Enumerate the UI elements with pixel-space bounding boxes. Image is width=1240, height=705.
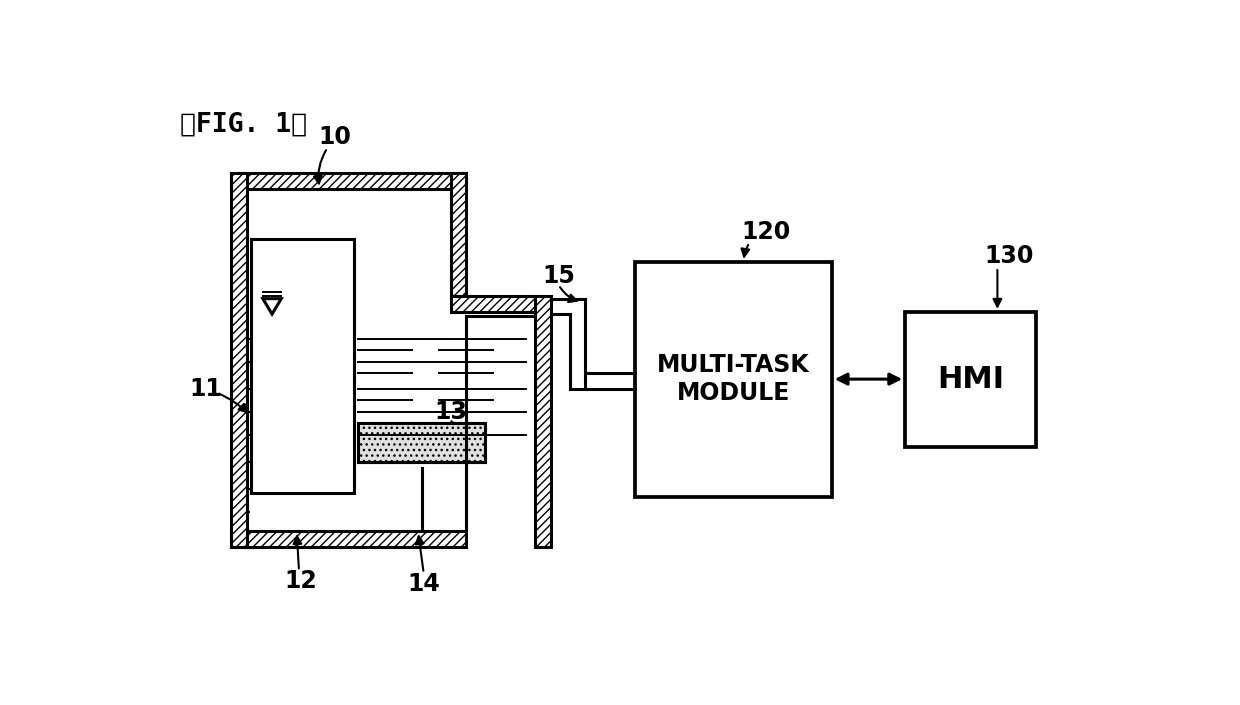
Text: HMI: HMI: [937, 364, 1004, 393]
Bar: [450, 173, 466, 296]
Text: 130: 130: [985, 243, 1034, 267]
Bar: [450, 296, 536, 312]
Bar: [635, 262, 832, 496]
Text: 120: 120: [742, 221, 791, 245]
Text: 15: 15: [542, 264, 575, 288]
Text: 14: 14: [408, 572, 440, 596]
Bar: [231, 531, 466, 546]
Bar: [231, 173, 247, 546]
Text: 13: 13: [434, 400, 467, 424]
Text: 12: 12: [284, 569, 317, 593]
Text: MULTI-TASK
MODULE: MULTI-TASK MODULE: [657, 353, 810, 405]
Bar: [250, 238, 355, 493]
Text: 【FIG. 1】: 【FIG. 1】: [180, 111, 306, 137]
Text: 10: 10: [319, 125, 352, 149]
Bar: [358, 424, 485, 462]
Bar: [358, 455, 485, 462]
Bar: [905, 312, 1035, 446]
Bar: [358, 424, 485, 429]
Polygon shape: [263, 299, 281, 314]
Bar: [536, 296, 551, 546]
Text: 11: 11: [190, 376, 222, 400]
Bar: [466, 316, 536, 531]
Bar: [466, 312, 536, 316]
Bar: [231, 173, 466, 188]
Bar: [231, 173, 466, 546]
